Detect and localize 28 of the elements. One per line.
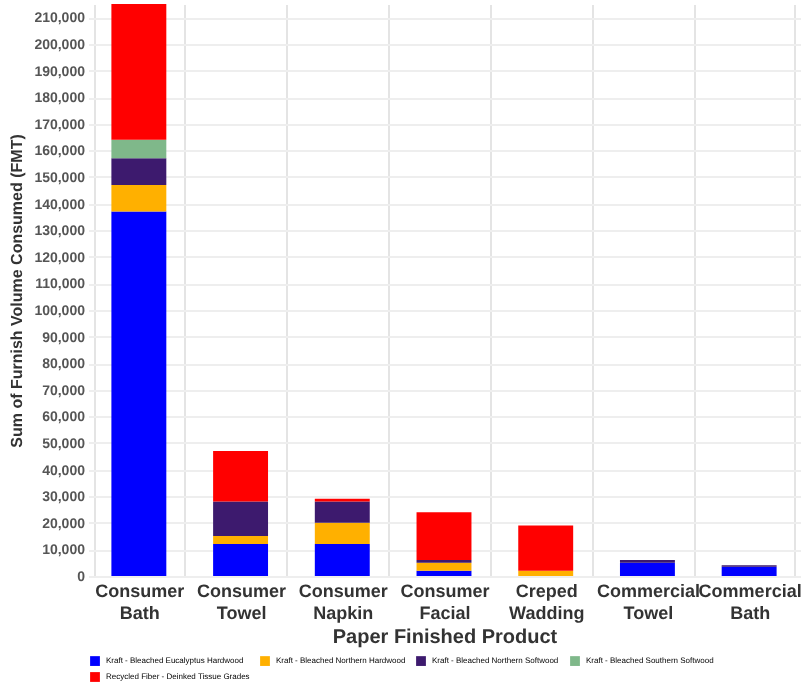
bar	[111, 4, 167, 140]
bar	[518, 525, 574, 571]
bar	[416, 512, 472, 561]
x-tick-label: Commercial Bath	[698, 581, 802, 623]
bar	[416, 570, 472, 576]
x-axis-title: Paper Finished Product	[332, 627, 559, 649]
bar	[416, 562, 472, 571]
y-axis-title: Sum of Furnish Volume Consumed (FMT)	[8, 133, 27, 448]
bar	[213, 544, 269, 576]
bar	[721, 566, 777, 576]
x-tick-label: Commercial Towel	[596, 581, 700, 623]
bar	[111, 158, 167, 185]
bar	[518, 570, 574, 576]
bar	[213, 501, 269, 537]
bar	[213, 450, 269, 502]
bar	[111, 184, 167, 212]
x-tick-label: Consumer Towel	[197, 581, 288, 623]
bar	[111, 139, 167, 159]
x-tick-label: Creped Wadding	[509, 581, 585, 623]
bar	[314, 544, 370, 576]
x-tick-label: Consumer Facial	[400, 581, 491, 623]
bar	[619, 562, 675, 576]
bar	[314, 501, 370, 523]
bar	[213, 536, 269, 545]
bar	[111, 211, 167, 576]
x-tick-label: Consumer Bath	[95, 581, 186, 623]
bar	[314, 522, 370, 545]
x-tick-label: Consumer Napkin	[298, 581, 389, 623]
